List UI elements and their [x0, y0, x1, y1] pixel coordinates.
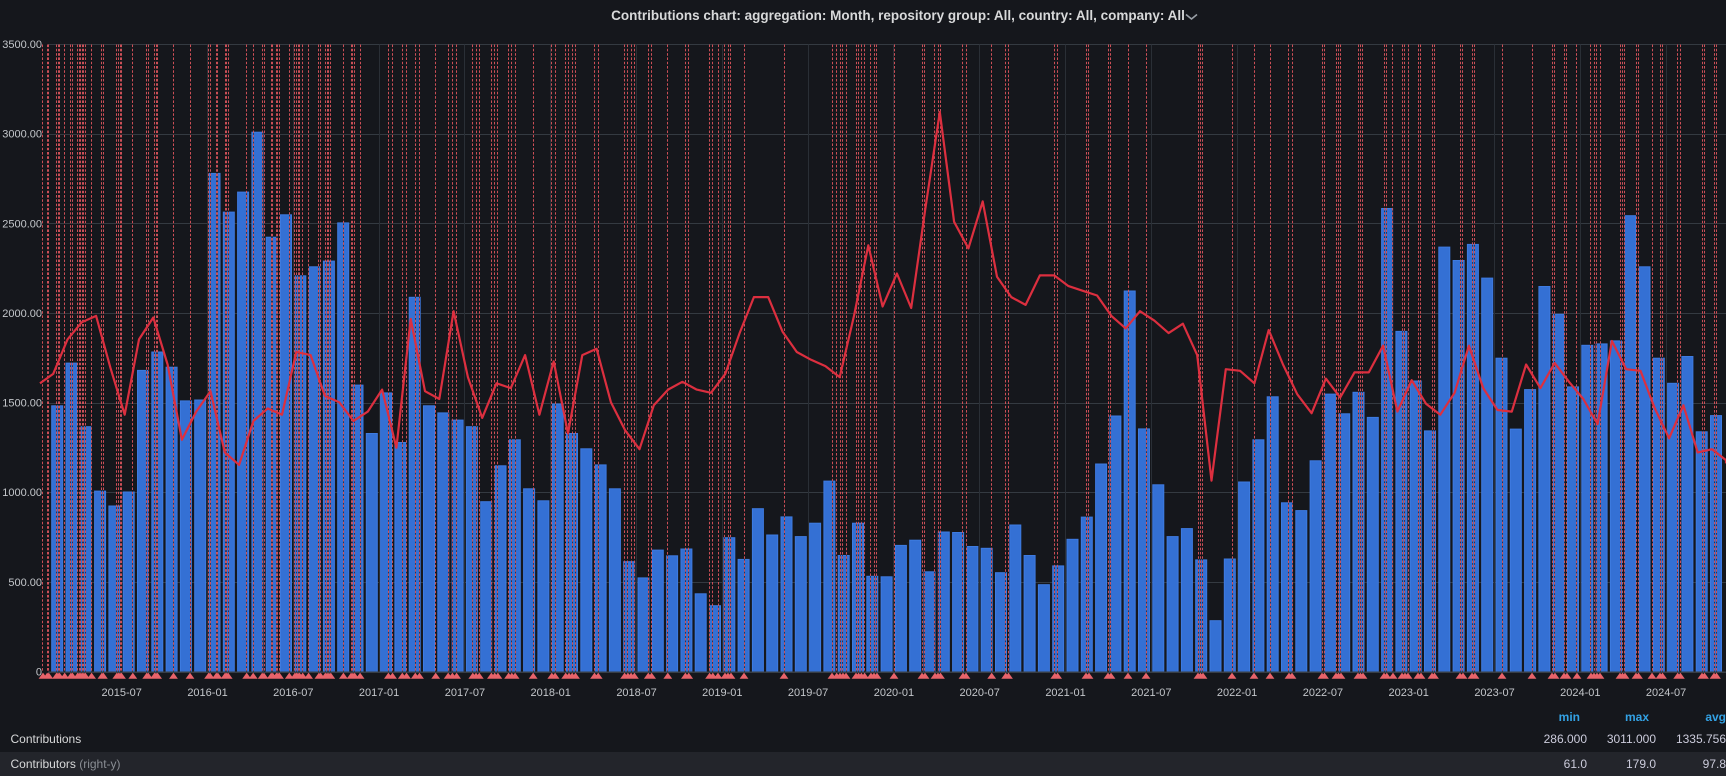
svg-text:0: 0: [36, 667, 42, 679]
svg-text:3500.00: 3500.00: [2, 39, 42, 51]
svg-text:500.00: 500.00: [8, 577, 42, 589]
svg-text:2000.00: 2000.00: [2, 308, 42, 320]
svg-text:min: min: [1559, 710, 1580, 724]
svg-text:3011.000: 3011.000: [1607, 732, 1656, 746]
svg-text:2017-01: 2017-01: [359, 687, 399, 699]
svg-text:2019-07: 2019-07: [788, 687, 828, 699]
svg-text:2024-07: 2024-07: [1646, 687, 1686, 699]
svg-text:3000.00: 3000.00: [2, 129, 42, 141]
svg-text:Contributions: Contributions: [11, 732, 82, 746]
svg-text:61.0: 61.0: [1564, 757, 1588, 771]
svg-text:2021-01: 2021-01: [1045, 687, 1085, 699]
svg-text:2021-07: 2021-07: [1131, 687, 1171, 699]
svg-text:max: max: [1625, 710, 1649, 724]
svg-text:2015-07: 2015-07: [102, 687, 142, 699]
svg-text:2016-01: 2016-01: [187, 687, 227, 699]
svg-text:Contributors (right-y): Contributors (right-y): [11, 757, 121, 771]
svg-text:2024-01: 2024-01: [1560, 687, 1600, 699]
svg-text:Contributions chart: aggregati: Contributions chart: aggregation: Month,…: [611, 8, 1185, 23]
svg-text:2018-07: 2018-07: [616, 687, 656, 699]
svg-text:2020-01: 2020-01: [874, 687, 914, 699]
svg-text:1335.756: 1335.756: [1676, 732, 1726, 746]
svg-text:286.000: 286.000: [1544, 732, 1588, 746]
svg-text:2020-07: 2020-07: [960, 687, 1000, 699]
svg-text:1000.00: 1000.00: [2, 487, 42, 499]
svg-text:avg: avg: [1705, 710, 1726, 724]
svg-text:2023-01: 2023-01: [1389, 687, 1429, 699]
svg-text:179.0: 179.0: [1626, 757, 1656, 771]
svg-text:2023-07: 2023-07: [1474, 687, 1514, 699]
svg-text:2018-01: 2018-01: [531, 687, 571, 699]
svg-text:1500.00: 1500.00: [2, 398, 42, 410]
svg-text:2016-07: 2016-07: [273, 687, 313, 699]
svg-text:97.8: 97.8: [1703, 757, 1726, 771]
svg-text:2022-07: 2022-07: [1303, 687, 1343, 699]
svg-text:2500.00: 2500.00: [2, 218, 42, 230]
svg-text:2019-01: 2019-01: [702, 687, 742, 699]
svg-text:2017-07: 2017-07: [445, 687, 485, 699]
svg-text:2022-01: 2022-01: [1217, 687, 1257, 699]
